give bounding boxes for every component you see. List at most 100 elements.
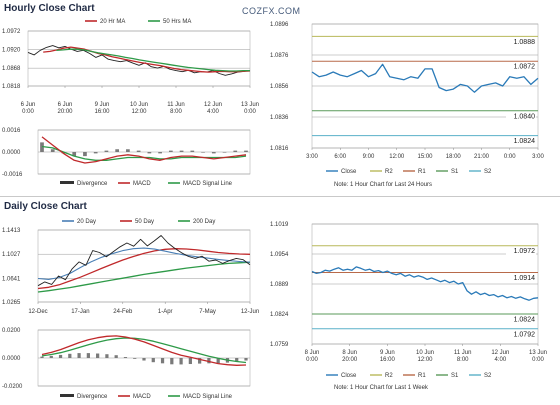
- hourly-macd-divergence-bar: [136, 150, 141, 152]
- hourly-close-xtick-label: 15:00: [417, 154, 433, 160]
- hourly-macd-divergence-bar: [222, 152, 227, 153]
- hourly-price-ytick-label: 1.0972: [2, 29, 21, 35]
- hourly-macd-divergence-bar: [179, 150, 184, 152]
- hourly-ma20-series-line: [43, 46, 251, 73]
- daily-close-legend-s2: S2: [484, 373, 492, 379]
- hourly-close-xtick-label: 12:00: [389, 154, 405, 160]
- daily-legend-ma200: 200 Day: [193, 219, 215, 225]
- daily-macd-ytick-label: 0.0200: [2, 328, 21, 334]
- daily-macd-divergence-bar: [160, 358, 165, 364]
- daily-close-legend-close: Close: [341, 373, 357, 379]
- daily-macd-divergence-bar: [114, 355, 118, 358]
- hourly-close-note: Note: 1 Hour Chart for Last 24 Hours: [334, 182, 432, 188]
- hourly-close-legend-r1: R1: [418, 169, 426, 175]
- hourly-close-xtick-label: 18:00: [446, 154, 462, 160]
- hourly-macd-legend-macd: MACD: [133, 181, 151, 187]
- daily-macd-divergence-bar: [198, 358, 202, 364]
- hourly-macd-divergence-bar: [211, 152, 216, 154]
- daily-price-xtick-label: 17-Jan: [71, 309, 89, 315]
- daily-close-xtick-label: 13 Jun 0:00: [529, 350, 547, 363]
- hourly-close-level-label-bg: [506, 62, 536, 71]
- daily-close-level-s1-label: 1.0824: [514, 317, 536, 324]
- daily-macd-divergence-bar: [142, 358, 146, 361]
- daily-price-xtick-label: 1-Apr: [158, 309, 173, 315]
- hourly-price-xtick-label: 12 Jun 4:00: [204, 102, 222, 115]
- hourly-price-xtick-label: 9 Jun 16:00: [94, 102, 110, 115]
- daily-macd-chart: 0.0200 0.0000 -0.0200 Divergence MACD MACD Si…: [2, 328, 251, 400]
- daily-macd-legend-signal: MACD Signal Line: [183, 394, 233, 400]
- daily-macd-divergence-bar: [40, 356, 44, 358]
- hourly-macd-divergence-bar: [168, 150, 173, 152]
- hourly-macd-chart: 0.0016 0.0000 -0.0016 Divergence MACD MACD Si…: [2, 128, 251, 187]
- hourly-macd-ytick-label: -0.0016: [2, 172, 23, 178]
- hourly-close-level-r1-label: 1.0872: [514, 64, 536, 71]
- hourly-close-ytick-label: 1.0876: [270, 53, 289, 59]
- daily-close-xtick-label: 11 Jun 8:00: [454, 350, 472, 363]
- daily-price-plot-area: [37, 229, 251, 303]
- daily-macd-divergence-bar: [207, 358, 211, 364]
- daily-close-ytick-label: 1.0759: [270, 342, 289, 348]
- hourly-macd-divergence-bar: [104, 150, 109, 152]
- daily-macd-divergence-bar: [58, 354, 63, 358]
- daily-close-legend-s1: S1: [451, 373, 459, 379]
- hourly-price-xtick-label: 13 Jun 0:00: [241, 102, 259, 115]
- hourly-macd-legend-divergence-swatch: [60, 181, 74, 184]
- hourly-price-chart: 1.0972 1.0920 1.0868 1.0818 6 Jun 0:00 6 Jun 20…: [2, 19, 259, 115]
- hourly-close-legend-close: Close: [341, 169, 357, 175]
- hourly-price-xtick-label: 10 Jun 12:00: [130, 102, 148, 115]
- daily-price-ytick-label: 1.1027: [2, 252, 21, 258]
- hourly-macd-divergence-bar: [201, 152, 205, 153]
- daily-close-note: Note: 1 Hour Chart for Last 1 Week: [334, 385, 429, 391]
- hourly-macd-divergence-bar: [115, 149, 120, 152]
- hourly-section-title: Hourly Close Chart: [4, 3, 95, 14]
- hourly-macd-divergence-bar: [40, 142, 44, 152]
- daily-price-series-line: [37, 235, 251, 287]
- hourly-macd-ytick-label: 0.0016: [2, 128, 21, 134]
- hourly-macd-divergence-bar: [83, 152, 87, 157]
- daily-close-xtick-label: 9 Jun 16:00: [380, 350, 396, 363]
- daily-section-title: Daily Close Chart: [4, 201, 87, 212]
- daily-ma20-series-line: [37, 247, 251, 280]
- hourly-close-ytick-label: 1.0856: [270, 84, 289, 90]
- hourly-price-xtick-label: 6 Jun 0:00: [21, 102, 36, 115]
- daily-close-level-label-bg: [506, 315, 536, 323]
- daily-price-xtick-label: 12-Dec: [28, 309, 47, 315]
- hourly-close-xtick-label: 21:00: [474, 154, 490, 160]
- hourly-close-ytick-label: 1.0836: [270, 115, 289, 121]
- hourly-macd-macd-series-line: [41, 136, 247, 164]
- daily-macd-divergence-bar: [151, 358, 155, 363]
- daily-macd-divergence-bar: [49, 355, 53, 358]
- hourly-ma50-series-line: [56, 48, 250, 72]
- daily-macd-divergence-bar: [188, 358, 192, 365]
- daily-macd-divergence-bar: [77, 353, 81, 358]
- hourly-close-legend-s2: S2: [484, 169, 492, 175]
- hourly-macd-divergence-bar: [158, 152, 162, 154]
- hourly-macd-divergence-bar: [126, 149, 130, 152]
- hourly-close-ytick-label: 1.0816: [270, 146, 289, 152]
- daily-close-level-label-bg: [506, 329, 536, 338]
- daily-close-xtick-label: 8 Jun 20:00: [342, 350, 358, 363]
- hourly-macd-divergence-bar: [93, 152, 98, 154]
- hourly-close-level-label-bg: [506, 136, 536, 145]
- hourly-macd-legend-signal: MACD Signal Line: [183, 181, 233, 187]
- daily-close-level-s2-label: 1.0792: [514, 331, 536, 338]
- hourly-close-legend-r2: R2: [385, 169, 393, 175]
- daily-macd-ytick-label: 0.0000: [2, 356, 21, 362]
- hourly-legend-ma50: 50 Hrs MA: [163, 19, 191, 25]
- daily-macd-divergence-bar: [235, 358, 239, 362]
- daily-price-ytick-label: 1.0641: [2, 276, 21, 282]
- hourly-close-level-s1-label: 1.0840: [514, 113, 536, 120]
- daily-close-ytick-label: 1.0889: [270, 282, 289, 288]
- daily-price-chart: 1.1413 1.1027 1.0641 1.0265 12-Dec 17-Jan 24-F…: [2, 219, 259, 315]
- hourly-price-ytick-label: 1.0920: [2, 48, 21, 54]
- daily-macd-divergence-bar: [123, 357, 128, 358]
- daily-close-xtick-label: 12 Jun 4:00: [491, 350, 509, 363]
- hourly-close-level-label-bg: [506, 37, 536, 46]
- hourly-macd-divergence-bar: [244, 150, 248, 152]
- hourly-macd-ytick-label: 0.0000: [2, 150, 21, 156]
- hourly-close-xtick-label: 3:00: [532, 154, 544, 160]
- daily-macd-divergence-bar: [96, 353, 100, 358]
- daily-close-level-r2-label: 1.0972: [514, 248, 536, 255]
- daily-macd-legend-divergence: Divergence: [77, 394, 108, 400]
- daily-price-ytick-label: 1.0265: [2, 300, 21, 306]
